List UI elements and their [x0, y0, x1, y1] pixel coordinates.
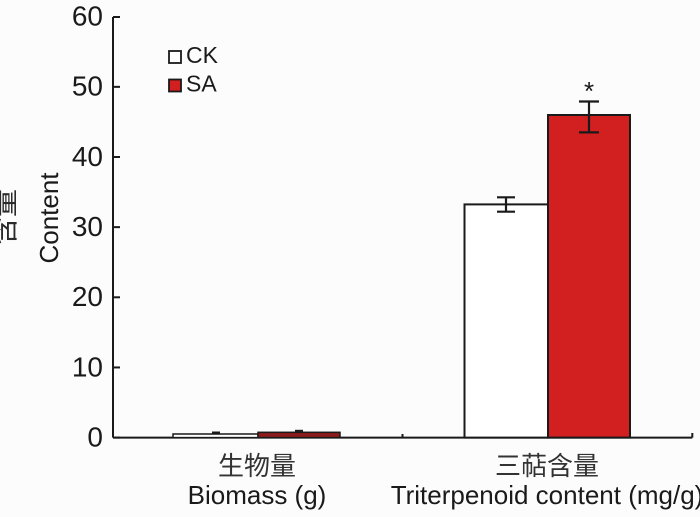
svg-text:10: 10 [72, 351, 103, 382]
svg-text:Triterpenoid content (mg/g): Triterpenoid content (mg/g) [391, 480, 700, 510]
svg-text:60: 60 [72, 1, 103, 32]
svg-text:Content: Content [34, 172, 64, 264]
svg-text:0: 0 [87, 422, 103, 453]
svg-text:50: 50 [72, 71, 103, 102]
svg-text:30: 30 [72, 211, 103, 242]
svg-text:Biomass (g): Biomass (g) [188, 480, 327, 510]
svg-text:生物量: 生物量 [218, 452, 296, 481]
svg-text:SA: SA [186, 71, 217, 97]
svg-text:40: 40 [72, 141, 103, 172]
svg-text:20: 20 [72, 281, 103, 312]
svg-text:*: * [584, 76, 594, 106]
svg-text:含量: 含量 [0, 189, 21, 245]
svg-text:CK: CK [186, 42, 219, 68]
svg-text:三萜含量: 三萜含量 [495, 452, 599, 481]
